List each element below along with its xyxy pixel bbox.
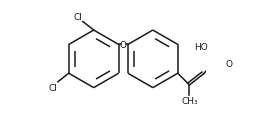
Text: HO: HO xyxy=(194,43,208,52)
Text: O: O xyxy=(120,41,127,49)
Text: O: O xyxy=(225,59,232,68)
Text: Cl: Cl xyxy=(48,83,57,92)
Text: CH₃: CH₃ xyxy=(181,96,198,105)
Text: Cl: Cl xyxy=(73,13,82,22)
